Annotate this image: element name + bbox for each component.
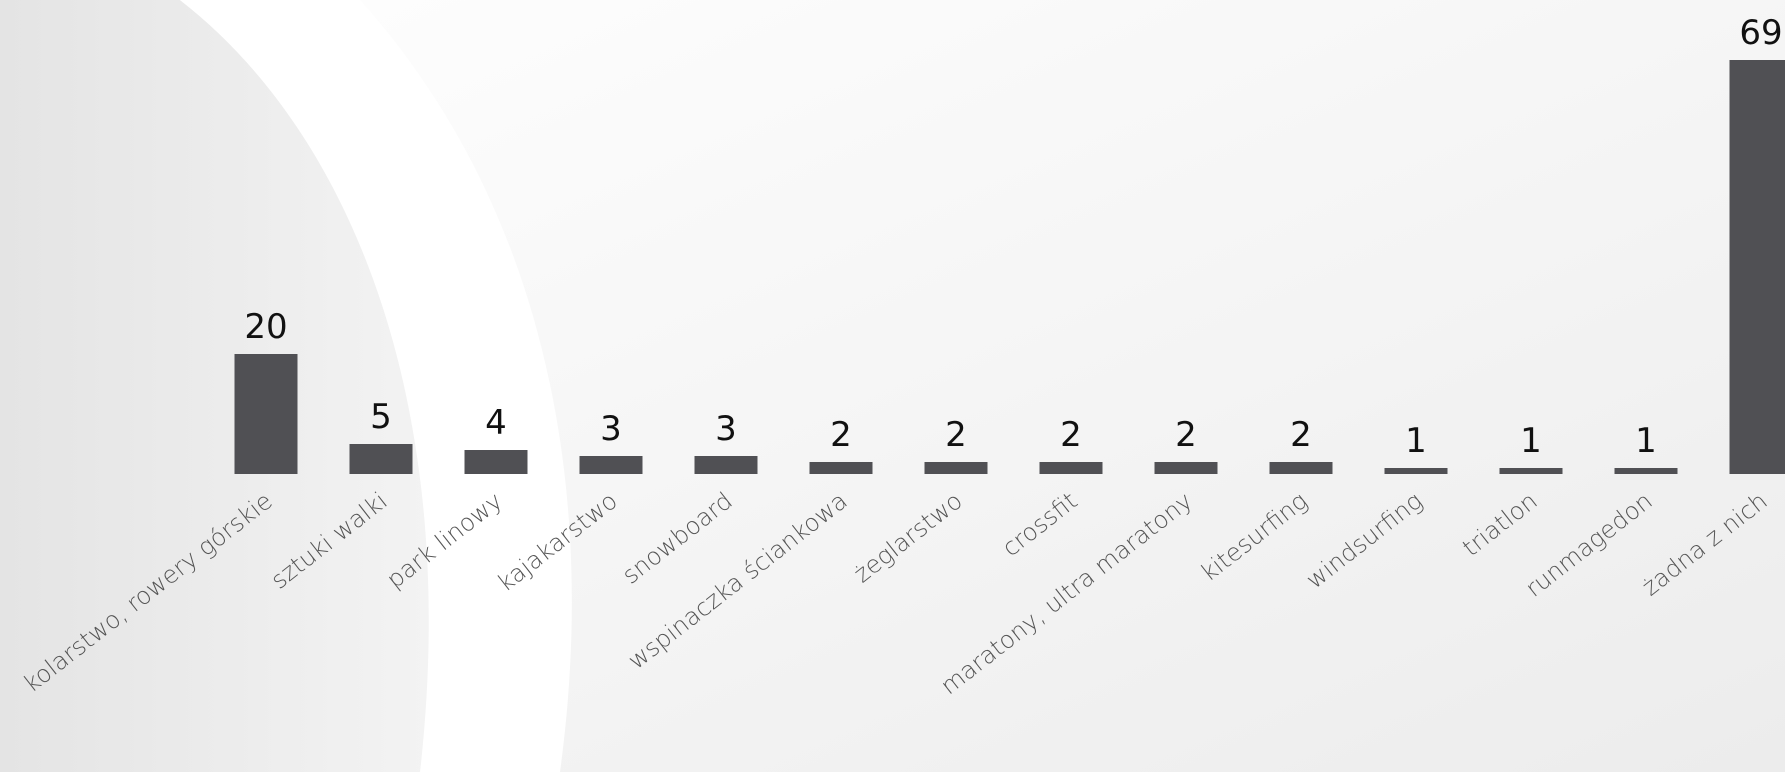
category-label: kajakarstwo	[492, 487, 623, 598]
category-label: park linowy	[381, 487, 507, 594]
data-label: 3	[600, 409, 622, 449]
bar	[579, 456, 643, 474]
data-label: 3	[715, 409, 737, 449]
background-arc-shape	[0, 0, 429, 772]
category-label: snowboard	[617, 487, 738, 590]
bars-group	[234, 60, 1785, 474]
category-label: kitesurfing	[1195, 487, 1312, 587]
value-labels-group: 20 5 4 3 3 2 2 2 2 2 1 1 1 69	[244, 13, 1782, 461]
data-label: 5	[370, 397, 392, 437]
bar	[349, 444, 413, 474]
bar	[924, 462, 988, 474]
bar	[1384, 468, 1448, 474]
data-label: 2	[945, 415, 967, 455]
bar	[1614, 468, 1678, 474]
category-label: windsurfing	[1301, 487, 1428, 595]
category-label: sztuki walki	[266, 487, 393, 595]
bar	[1729, 60, 1785, 474]
bar	[234, 354, 298, 474]
category-label: kolarstwo, rowery górskie	[18, 487, 277, 698]
category-label: wspinaczka ściankowa	[623, 487, 853, 675]
bar	[1039, 462, 1103, 474]
bar	[464, 450, 528, 474]
data-label: 2	[1060, 415, 1082, 455]
data-label: 2	[1290, 415, 1312, 455]
background-arc-highlight	[180, 0, 572, 772]
category-label: żadna z nich	[1637, 487, 1773, 602]
bar	[1499, 468, 1563, 474]
data-label: 1	[1520, 421, 1542, 461]
category-label: crossfit	[997, 487, 1083, 562]
data-label: 2	[1175, 415, 1197, 455]
category-label: runmagedon	[1520, 487, 1658, 603]
data-label: 20	[244, 307, 287, 347]
bar	[809, 462, 873, 474]
data-label: 2	[830, 415, 852, 455]
bar	[694, 456, 758, 474]
data-label: 1	[1635, 421, 1657, 461]
data-label: 1	[1405, 421, 1427, 461]
category-label: triatlon	[1457, 487, 1543, 562]
data-label: 4	[485, 403, 507, 443]
bar	[1154, 462, 1218, 474]
category-label: żeglarstwo	[849, 487, 968, 589]
bar	[1269, 462, 1333, 474]
data-label: 69	[1739, 13, 1782, 53]
